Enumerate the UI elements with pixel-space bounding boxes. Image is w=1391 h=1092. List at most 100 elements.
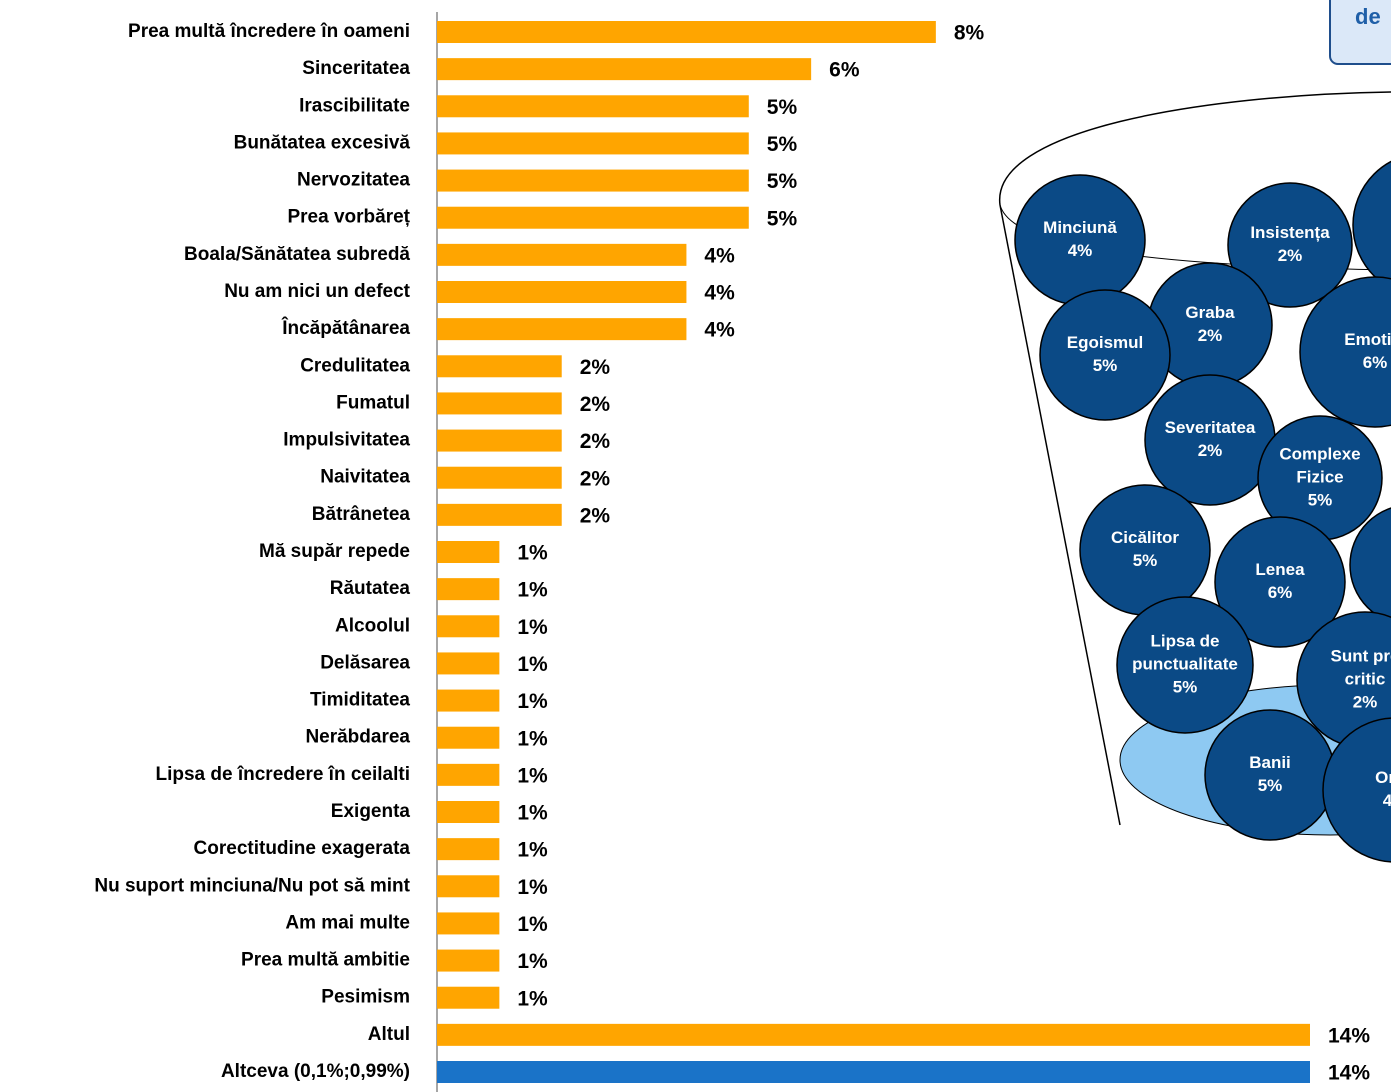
header-text: de	[1355, 4, 1381, 29]
value-label: 2%	[580, 356, 611, 379]
bar	[437, 763, 500, 786]
bubble-label: 4%	[1068, 241, 1093, 260]
value-label: 2%	[580, 430, 611, 453]
category-label: Încăpătânarea	[281, 317, 410, 339]
bubble	[1349, 507, 1391, 623]
bubble-label: Orge	[1375, 768, 1391, 787]
value-label: 1%	[517, 690, 548, 713]
category-label: Timiditatea	[310, 690, 410, 711]
bar	[437, 875, 500, 898]
bar	[437, 652, 500, 675]
bubble	[1299, 276, 1391, 428]
value-label: 1%	[517, 616, 548, 639]
bar	[437, 169, 749, 192]
value-label: 5%	[767, 207, 798, 230]
bar	[437, 1061, 1310, 1083]
bar	[437, 243, 687, 266]
bubble-label: 6%	[1268, 583, 1293, 602]
category-label: Prea vorbăreț	[287, 207, 410, 228]
bubble-label: Sunt pre	[1331, 646, 1391, 665]
bubble-label: 5%	[1133, 551, 1158, 570]
bar	[437, 95, 749, 118]
bar	[437, 132, 749, 155]
bar	[437, 726, 500, 749]
category-label: Naivitatea	[320, 467, 410, 488]
bubble-label: Severitatea	[1165, 418, 1256, 437]
bar	[437, 838, 500, 861]
bubble-label: Cicălitor	[1111, 528, 1179, 547]
bar	[437, 58, 812, 81]
bubble-label: Lenea	[1255, 560, 1305, 579]
value-label: 4%	[704, 282, 735, 305]
value-label: 5%	[767, 170, 798, 193]
value-label: 1%	[517, 913, 548, 936]
value-label: 1%	[517, 764, 548, 787]
category-label: Bătrânetea	[312, 504, 411, 525]
bar	[437, 578, 500, 601]
bubble-label: 2%	[1198, 441, 1223, 460]
category-label: Exigenta	[331, 801, 411, 822]
bubble-label: 2%	[1353, 692, 1378, 711]
category-label: Mă supăr repede	[259, 541, 410, 562]
bubble	[1039, 289, 1171, 421]
value-label: 5%	[767, 96, 798, 119]
value-label: 6%	[829, 59, 860, 82]
bar	[437, 429, 562, 452]
bubble-label: 4%	[1383, 791, 1391, 810]
bubble-label: Insistența	[1250, 223, 1330, 242]
bubble	[1322, 717, 1391, 863]
value-label: 5%	[767, 133, 798, 156]
bar	[437, 801, 500, 823]
category-label: Credulitatea	[300, 355, 410, 376]
category-label: Alcoolul	[335, 615, 410, 636]
category-label: Delăsarea	[320, 652, 410, 673]
category-label: Prea multă încredere în oameni	[128, 21, 410, 42]
value-label: 1%	[517, 839, 548, 862]
bar	[437, 541, 500, 563]
category-label: Nu am nici un defect	[224, 281, 410, 302]
category-label: Impulsivitatea	[283, 430, 410, 451]
bubble-label: Emotivi	[1344, 330, 1391, 349]
category-label: Pesimism	[321, 987, 410, 1008]
value-label: 1%	[517, 876, 548, 899]
bubble-label: Banii	[1249, 753, 1291, 772]
header-box: de	[1329, 0, 1391, 65]
bubble-label: 2%	[1278, 246, 1303, 265]
bucket-rim	[999, 91, 1391, 206]
value-label: 2%	[580, 393, 611, 416]
bar	[437, 392, 562, 415]
value-label: 1%	[517, 653, 548, 676]
bar	[437, 355, 562, 378]
bar	[437, 503, 562, 526]
category-label: Fumatul	[336, 392, 410, 413]
category-label: Nervozitatea	[297, 170, 410, 191]
bar	[437, 689, 500, 712]
bar	[437, 318, 687, 341]
category-label: Am mai multe	[285, 912, 410, 933]
value-label: 4%	[704, 319, 735, 342]
value-label: 1%	[517, 727, 548, 750]
category-label: Corectitudine exagerata	[194, 838, 411, 859]
bar	[437, 21, 936, 43]
bar	[437, 949, 500, 972]
category-label: Boala/Sănătatea subredă	[184, 244, 410, 265]
value-label: 2%	[580, 504, 611, 527]
category-label: Lipsa de încredere în ceilalti	[156, 764, 411, 785]
bubble	[1227, 182, 1353, 308]
bubble-label: punctualitate	[1132, 654, 1238, 673]
bar	[437, 281, 687, 303]
bucket-side	[999, 204, 1121, 826]
value-label: 1%	[517, 987, 548, 1010]
bar	[437, 1023, 1310, 1046]
value-label: 1%	[517, 579, 548, 602]
bubble-label: 6%	[1363, 353, 1388, 372]
bubble-label: 5%	[1308, 490, 1333, 509]
bubble-label: 5%	[1258, 776, 1283, 795]
category-label: Răutatea	[330, 578, 411, 599]
value-label: 1%	[517, 802, 548, 825]
value-label: 14%	[1328, 1024, 1370, 1047]
header-bg	[1329, 0, 1391, 65]
bubble	[1214, 516, 1346, 648]
category-label: Irascibilitate	[299, 95, 410, 116]
